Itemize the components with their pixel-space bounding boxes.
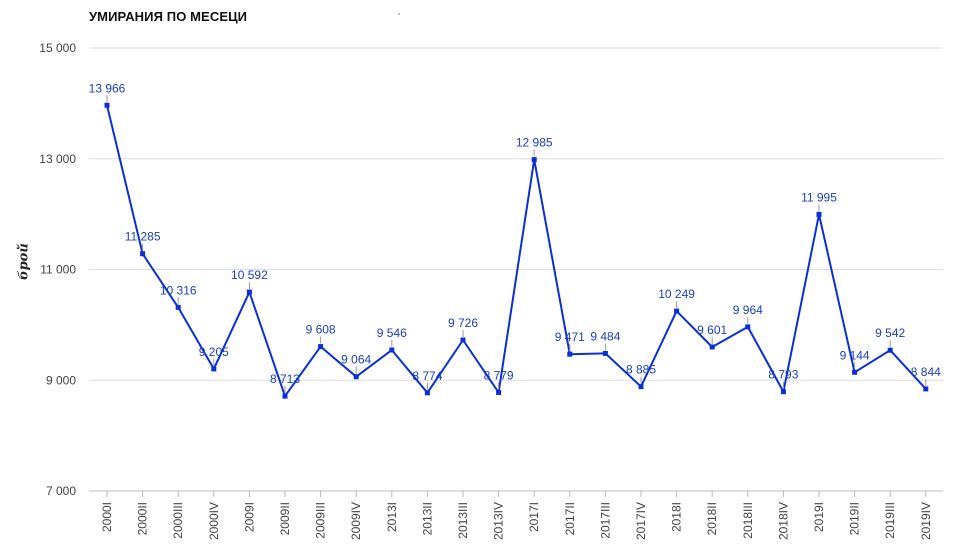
data-points <box>104 102 929 399</box>
x-tick-label: 2009III <box>314 502 328 539</box>
data-label: 12 985 <box>516 136 553 150</box>
data-point <box>211 366 217 372</box>
data-point <box>246 289 252 295</box>
data-label: 10 592 <box>231 268 268 282</box>
x-tick-label: 2018III <box>741 502 755 539</box>
data-label: 13 966 <box>89 81 126 95</box>
data-point <box>496 389 502 395</box>
data-label: 9 205 <box>199 345 229 359</box>
data-label: 8 779 <box>484 368 514 382</box>
data-label: 9 546 <box>377 326 407 340</box>
data-point <box>745 324 751 330</box>
data-label: 9 144 <box>840 348 870 362</box>
data-point <box>175 304 181 310</box>
x-tick-label: 2013III <box>456 502 470 539</box>
x-tick-label: 2017II <box>563 502 577 535</box>
data-point <box>887 347 893 353</box>
x-tick-label: 2017III <box>598 502 612 539</box>
x-tick-label: 2000IV <box>207 502 221 540</box>
x-tick-label: 2018II <box>705 502 719 535</box>
x-tick-label: 2000II <box>136 502 150 535</box>
data-point <box>602 350 608 356</box>
data-label: 8 713 <box>270 372 300 386</box>
series-line-layer <box>106 105 927 398</box>
y-tick-label: 15 000 <box>39 41 76 55</box>
data-label: 11 995 <box>801 190 837 204</box>
x-tick-label: 2000I <box>100 502 114 532</box>
data-label: 9 484 <box>590 329 620 343</box>
x-tick-label: 2019II <box>848 502 862 535</box>
x-tick-label: 2000III <box>171 502 185 539</box>
y-tick-label: 9 000 <box>46 373 76 387</box>
data-point <box>567 351 573 357</box>
x-tick-label: 2017IV <box>634 502 648 540</box>
data-label: 10 316 <box>160 283 197 297</box>
data-label: 9 542 <box>875 326 905 340</box>
data-label: 8 844 <box>911 365 941 379</box>
data-label: 11 285 <box>125 230 161 244</box>
x-tick-label: 2009I <box>242 502 256 532</box>
data-point <box>852 369 858 375</box>
data-point <box>389 347 395 353</box>
x-tick-label: 2019IV <box>919 502 933 540</box>
data-label: 8 885 <box>626 363 656 377</box>
data-labels: 13 966 11 285 10 316 9 205 10 592 8 713 9 608 9… <box>89 81 941 394</box>
data-point <box>674 308 680 314</box>
data-point <box>923 386 929 392</box>
x-tick-label: 2018I <box>670 502 684 532</box>
x-tick-label: 2017I <box>527 502 541 532</box>
x-tick-label: 2019I <box>812 502 826 532</box>
x-tick-label: 2009IV <box>349 502 363 540</box>
data-point <box>104 102 110 108</box>
data-label: 9 471 <box>555 330 585 344</box>
data-label: 10 249 <box>658 287 695 301</box>
gridlines <box>89 47 943 497</box>
data-point <box>424 390 430 396</box>
y-axis-ticks: 7 000 9 000 11 000 13 000 15 000 <box>39 41 76 498</box>
data-point <box>282 393 288 399</box>
data-point <box>460 337 466 343</box>
x-tick-label: 2009II <box>278 502 292 535</box>
data-point <box>638 384 644 390</box>
data-point <box>353 374 359 380</box>
data-point <box>318 344 324 350</box>
x-axis-ticks: 2000I 2000II 2000III 2000IV 2009I 2009II 2009I… <box>100 502 933 540</box>
x-tick-label: 2013I <box>385 502 399 532</box>
data-label: 9 064 <box>341 353 371 367</box>
data-label: 9 608 <box>306 323 336 337</box>
data-label: 8 774 <box>412 369 442 383</box>
series-line <box>106 105 927 398</box>
chart-title: УМИРАНИЯ ПО МЕСЕЦИ <box>89 9 248 24</box>
data-point <box>140 251 146 257</box>
x-tick-label: 2019III <box>883 502 897 539</box>
y-tick-label: 7 000 <box>46 484 76 498</box>
x-tick-label: 2018IV <box>776 502 790 540</box>
data-point <box>780 389 786 395</box>
data-label: 9 964 <box>733 303 763 317</box>
stray-mark: · <box>397 6 401 20</box>
data-label: 9 601 <box>697 323 727 337</box>
x-tick-label: 2013IV <box>492 502 506 540</box>
data-label: 8 793 <box>768 368 798 382</box>
y-tick-label: 11 000 <box>40 263 76 277</box>
data-label: 9 726 <box>448 316 478 330</box>
y-tick-label: 13 000 <box>39 152 76 166</box>
data-point <box>531 157 537 163</box>
data-point <box>709 344 715 350</box>
x-tick-label: 2013II <box>420 502 434 535</box>
data-point <box>816 211 822 217</box>
